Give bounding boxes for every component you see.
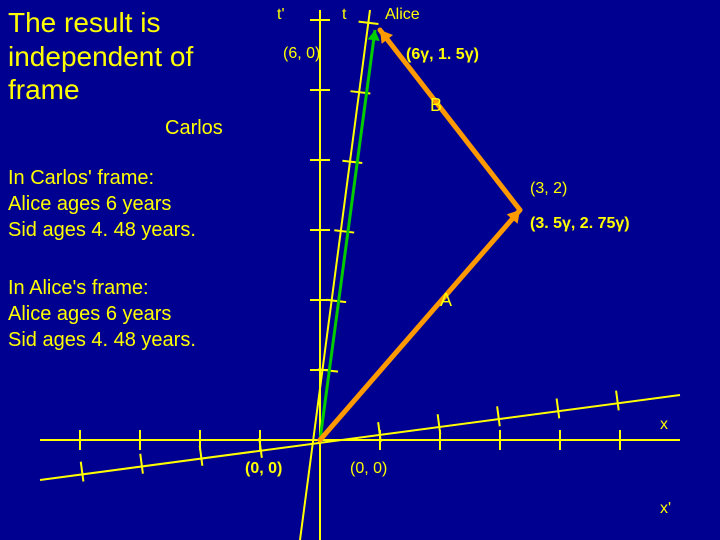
page-title: The result is independent of frame [8,6,238,107]
x-prime-label: x' [660,500,671,518]
carlos-frame-text: In Carlos' frame: Alice ages 6 years Sid… [8,165,196,243]
t-label: t [342,6,346,24]
alice-line3: Sid ages 4. 48 years. [8,327,196,353]
carlos-line3: Sid ages 4. 48 years. [8,217,196,243]
coord-6-0: (6, 0) [283,45,320,63]
point-B: B [430,95,442,116]
alice-frame-text: In Alice's frame: Alice ages 6 years Sid… [8,275,196,353]
coord-0-0-left: (0, 0) [245,460,282,478]
coord-6g-1.5g: (6γ, 1. 5γ) [406,46,479,64]
alice-line1: In Alice's frame: [8,275,196,301]
carlos-line2: Alice ages 6 years [8,191,196,217]
point-A: A [440,290,452,311]
x-label: x [660,416,668,434]
coord-0-0-right: (0, 0) [350,460,387,478]
alice-label: Alice [385,6,420,24]
alice-line2: Alice ages 6 years [8,301,196,327]
carlos-label: Carlos [165,115,223,141]
t-prime-label: t' [277,6,285,24]
carlos-line1: In Carlos' frame: [8,165,196,191]
coord-3.5g-2.75g: (3. 5γ, 2. 75γ) [530,215,630,233]
coord-3-2: (3, 2) [530,180,567,198]
